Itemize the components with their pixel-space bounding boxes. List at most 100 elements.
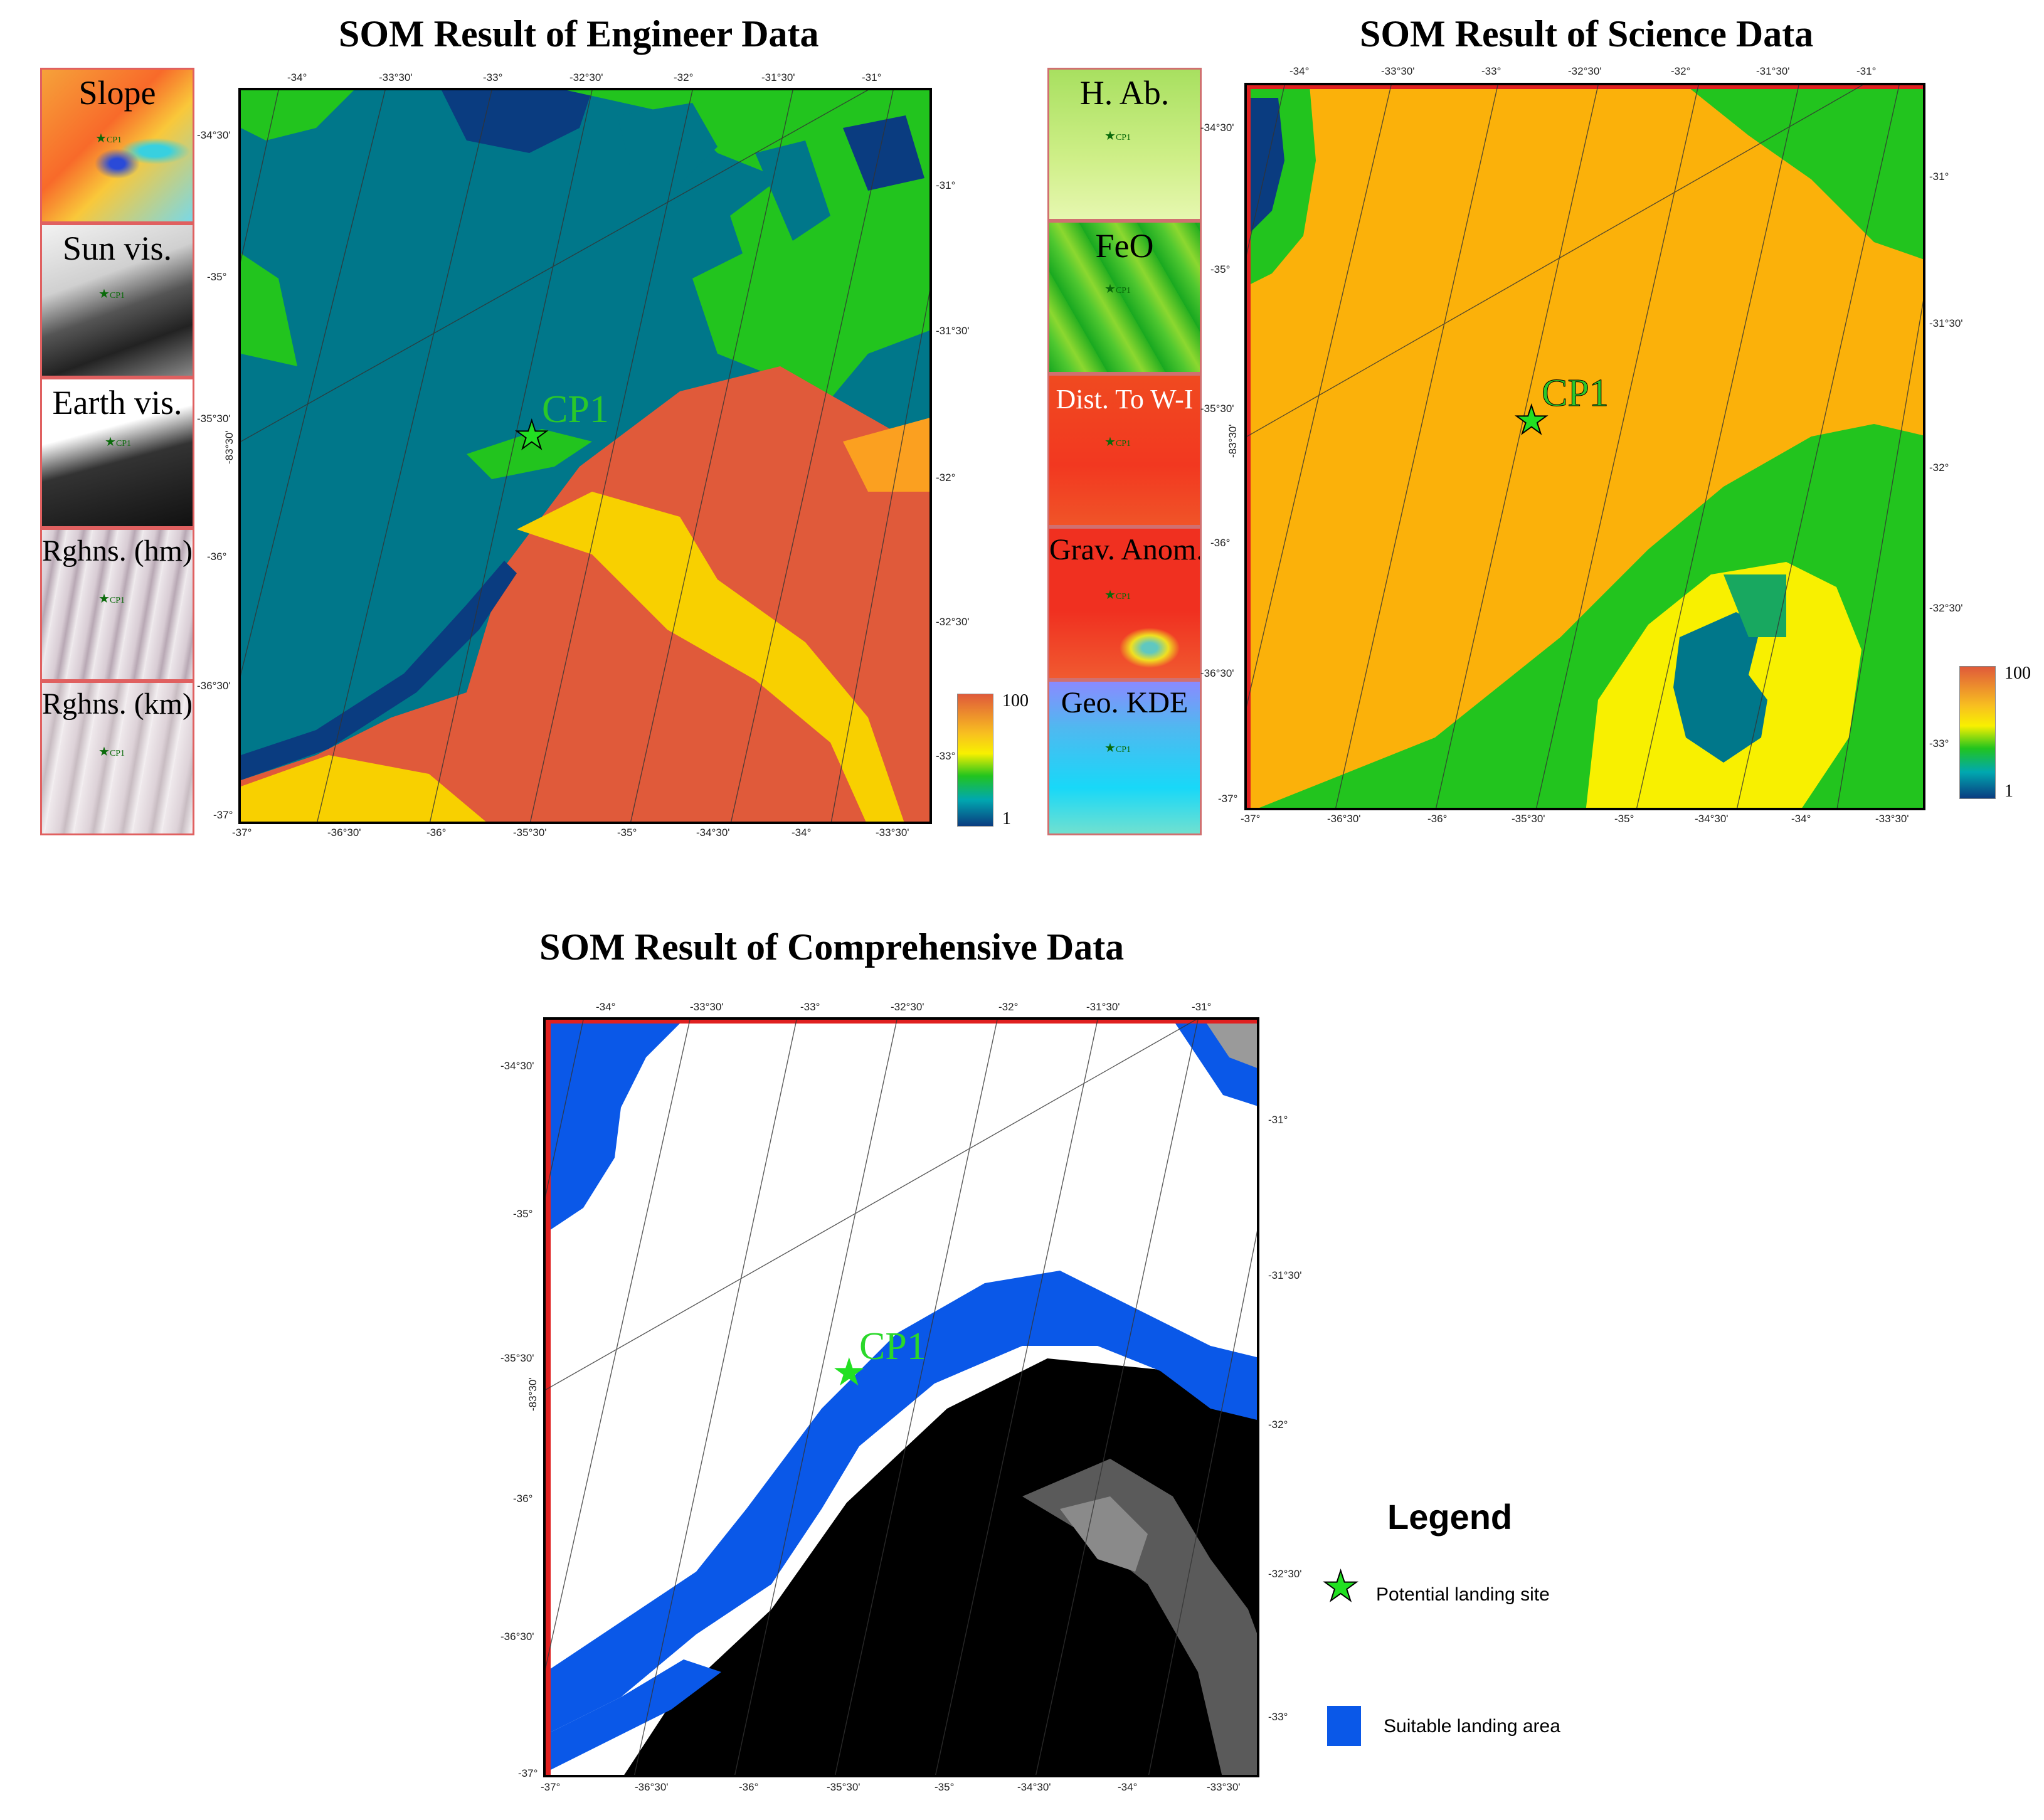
- tick-label: -34°30': [1695, 813, 1729, 825]
- star-icon: ★: [1321, 1564, 1360, 1610]
- tick-label: -31°30': [1929, 317, 1963, 329]
- geologic-kde-thumbnail: Geo. KDE ★CP1: [1047, 680, 1202, 835]
- tick-label: -32°: [936, 472, 956, 484]
- tick-label: -34°30': [1017, 1781, 1051, 1793]
- gravity-anomaly-thumbnail: Grav. Anom. ★CP1: [1047, 527, 1202, 680]
- tick-label: -35°: [1614, 813, 1634, 825]
- slope-label: Slope: [78, 74, 156, 112]
- tick-label: -32°: [998, 1001, 1019, 1013]
- tick-label: -31°30': [1756, 65, 1790, 77]
- site-label: CP1: [1542, 372, 1609, 415]
- site-star-icon: ★: [514, 415, 550, 457]
- tick-label: -33°: [1481, 65, 1501, 77]
- site-label: CP1: [859, 1325, 926, 1368]
- tick-label: -36°30': [500, 1631, 534, 1643]
- tick-label: -33°: [1929, 738, 1949, 749]
- tick-label: -36°: [207, 551, 227, 563]
- thumb-site-label: CP1: [109, 749, 125, 758]
- tick-label: -34°: [1118, 1781, 1138, 1793]
- thumb-site-icon: ★CP1: [98, 287, 125, 301]
- tick-label: -31°30': [761, 71, 795, 83]
- tick-label: -33°: [1268, 1711, 1288, 1723]
- tick-label: -36°30': [1327, 813, 1361, 825]
- thumb-site-label: CP1: [115, 439, 132, 448]
- tick-label: -35°30': [500, 1352, 534, 1364]
- tick-label: -32°30': [891, 1001, 924, 1013]
- tick-label: -37°: [1241, 813, 1261, 825]
- slope-thumbnail: Slope ★CP1: [40, 68, 194, 223]
- hydrogen-abundance-thumbnail: H. Ab. ★CP1: [1047, 68, 1202, 221]
- engineer-map-title: SOM Result of Engineer Data: [339, 13, 819, 55]
- tick-label: -36°: [739, 1781, 759, 1793]
- thumb-site-label: CP1: [109, 291, 125, 300]
- roughness-km-thumbnail: Rghns. (km) ★CP1: [40, 681, 194, 835]
- tick-label: -34°: [792, 827, 812, 839]
- tick-label: -37°: [541, 1781, 561, 1793]
- thumb-site-label: CP1: [1115, 286, 1131, 295]
- tick-label: -35°: [935, 1781, 955, 1793]
- tick-label: -32°: [1671, 65, 1691, 77]
- thumb-site-label: CP1: [1115, 133, 1131, 142]
- tick-label: -35°: [617, 827, 637, 839]
- tick-label: -37°: [518, 1767, 538, 1779]
- tick-label: -33°: [483, 71, 503, 83]
- thumb-site-label: CP1: [109, 596, 125, 605]
- tick-label: -31°: [1192, 1001, 1212, 1013]
- geologic-kde-label: Geo. KDE: [1061, 686, 1189, 719]
- hydrogen-abundance-label: H. Ab.: [1079, 74, 1170, 112]
- tick-label: -32°: [674, 71, 694, 83]
- tick-label: -35°30': [513, 827, 547, 839]
- tick-label: -32°30': [569, 71, 603, 83]
- earth-visibility-thumbnail: Earth vis. ★CP1: [40, 378, 194, 528]
- tick-label: -35°: [513, 1208, 533, 1220]
- tick-label: -36°: [426, 827, 447, 839]
- tick-label: -35°30': [197, 413, 231, 425]
- tick-label: -36°30': [327, 827, 361, 839]
- tick-label: -31°30': [1268, 1269, 1302, 1281]
- legend-site-label: Potential landing site: [1376, 1584, 1550, 1605]
- thumb-site-icon: ★CP1: [1104, 741, 1131, 755]
- tick-label: -31°30': [1086, 1001, 1120, 1013]
- tick-label: -83°30': [527, 1377, 539, 1411]
- tick-label: -33°: [800, 1001, 820, 1013]
- tick-label: -34°: [287, 71, 307, 83]
- colorbar-min-label: 1: [2004, 781, 2013, 801]
- site-star-icon: ★: [832, 1352, 867, 1394]
- tick-label: -31°30': [936, 325, 970, 337]
- thumb-site-label: CP1: [106, 135, 122, 145]
- site-star-icon: ★: [1513, 399, 1550, 442]
- colorbar-max-label: 100: [1002, 691, 1029, 711]
- tick-label: -32°30': [1568, 65, 1602, 77]
- sun-visibility-thumbnail: Sun vis. ★CP1: [40, 223, 194, 378]
- tick-label: -36°: [513, 1493, 533, 1505]
- tick-label: -36°30': [1200, 667, 1234, 679]
- legend-title: Legend: [1387, 1497, 1513, 1537]
- tick-label: -33°30': [1875, 813, 1909, 825]
- tick-label: -31°: [936, 179, 956, 191]
- tick-label: -32°: [1268, 1419, 1288, 1431]
- tick-label: -33°30': [1207, 1781, 1241, 1793]
- distance-to-water-ice-thumbnail: Dist. To W-I ★CP1: [1047, 374, 1202, 527]
- tick-label: -34°: [1289, 65, 1310, 77]
- tick-label: -33°30': [379, 71, 413, 83]
- tick-label: -33°: [936, 750, 956, 762]
- tick-label: -35°: [207, 271, 227, 283]
- tick-label: -34°: [596, 1001, 616, 1013]
- tick-label: -37°: [213, 809, 233, 821]
- thumb-site-icon: ★CP1: [98, 592, 125, 606]
- tick-label: -37°: [1218, 793, 1238, 805]
- roughness-hm-label: Rghns. (hm): [42, 534, 193, 568]
- colorbar-min-label: 1: [1002, 809, 1011, 828]
- tick-label: -31°: [1929, 171, 1949, 183]
- thumb-site-label: CP1: [1115, 439, 1131, 448]
- thumb-site-label: CP1: [1115, 745, 1131, 754]
- tick-label: -34°30': [500, 1060, 534, 1072]
- tick-label: -34°: [1791, 813, 1811, 825]
- thumb-site-icon: ★CP1: [1104, 435, 1131, 449]
- science-colorbar: [1959, 666, 1996, 799]
- tick-label: -31°: [1856, 65, 1877, 77]
- tick-label: -32°30': [1268, 1568, 1302, 1580]
- tick-label: -36°30': [635, 1781, 669, 1793]
- comprehensive-map-title: SOM Result of Comprehensive Data: [539, 926, 1125, 968]
- tick-label: -35°: [1210, 263, 1231, 275]
